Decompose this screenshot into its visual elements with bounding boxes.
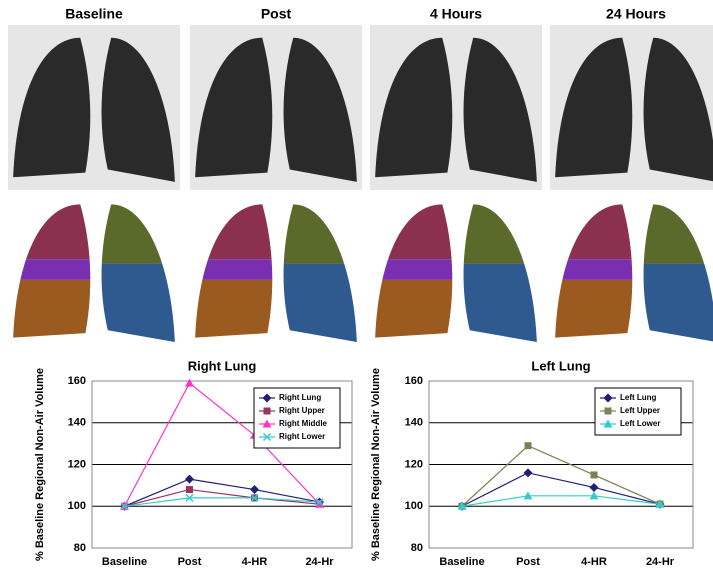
data-point	[315, 498, 324, 507]
lobe-lower	[643, 263, 713, 343]
series-line	[124, 488, 320, 507]
lobe-upper	[375, 204, 453, 260]
lobe-lower	[195, 279, 273, 338]
x-tick-label: 24-Hr	[646, 556, 675, 568]
x-tick-label: Post	[516, 556, 540, 568]
series-line	[461, 495, 661, 507]
data-point	[185, 493, 194, 502]
y-tick-label: 140	[405, 417, 423, 429]
lung	[463, 37, 537, 182]
legend-label: Right Lower	[279, 432, 325, 441]
legend-marker	[262, 393, 272, 403]
data-point	[589, 482, 599, 492]
column-header: 24 Hours	[606, 6, 666, 22]
data-point	[524, 442, 532, 450]
data-point	[315, 499, 324, 508]
y-tick-label: 120	[405, 458, 423, 470]
lobe-upper	[195, 204, 273, 260]
series-line	[461, 472, 661, 507]
lung	[13, 37, 91, 178]
x-tick-label: Post	[178, 556, 202, 568]
column-header: Baseline	[65, 6, 123, 22]
lobe-upper	[643, 204, 713, 264]
data-point	[523, 491, 533, 500]
legend-marker	[603, 419, 613, 428]
lung	[555, 37, 633, 178]
data-point	[655, 499, 665, 508]
y-axis-label: % Baseline Regional Non-Air Volume	[370, 368, 382, 561]
legend-label: Right Upper	[279, 406, 325, 415]
data-point	[186, 486, 193, 494]
y-tick-label: 80	[411, 542, 423, 554]
x-tick-label: 4-HR	[581, 556, 607, 568]
lobe-upper	[283, 204, 357, 264]
y-tick-label: 140	[68, 417, 86, 429]
series-line	[461, 445, 661, 507]
data-point	[523, 468, 533, 478]
chart-title: Right Lung	[188, 358, 257, 373]
lung	[643, 37, 713, 182]
data-point	[250, 493, 259, 502]
y-tick-label: 160	[405, 375, 423, 387]
lobe-upper	[13, 204, 91, 260]
data-point	[457, 501, 467, 510]
data-point	[185, 378, 194, 387]
y-tick-label: 80	[74, 542, 86, 554]
data-point	[120, 502, 129, 511]
lobe-middle	[555, 259, 633, 280]
x-tick-label: 4-HR	[242, 556, 268, 568]
legend-marker	[262, 419, 272, 428]
data-point	[589, 491, 599, 500]
lobe-lower	[375, 279, 453, 338]
plot-border	[91, 380, 353, 549]
lobe-lower	[283, 263, 357, 343]
x-tick-label: Baseline	[439, 556, 484, 568]
legend-label: Left Lung	[620, 393, 657, 402]
lobe-lower	[13, 279, 91, 338]
lobe-middle	[13, 259, 91, 280]
lobe-upper	[463, 204, 537, 264]
y-tick-label: 100	[405, 500, 423, 512]
lobe-lower	[101, 263, 175, 343]
lobe-lower	[555, 279, 633, 338]
lobe-upper	[555, 204, 633, 260]
column-header: 4 Hours	[430, 6, 482, 22]
legend-marker	[262, 432, 272, 442]
lobe-middle	[375, 259, 453, 280]
lobe-upper	[101, 204, 175, 264]
legend-label: Right Middle	[279, 419, 328, 428]
legend-label: Left Lower	[620, 419, 660, 428]
lobe-middle	[195, 259, 273, 280]
legend-label: Right Lung	[279, 393, 321, 402]
legend-marker	[604, 407, 612, 415]
data-point	[185, 474, 194, 484]
series-line	[123, 382, 320, 507]
x-tick-label: 24-Hr	[305, 556, 334, 568]
legend-label: Left Upper	[620, 406, 660, 415]
legend-marker	[603, 393, 613, 403]
data-point	[590, 471, 598, 479]
series-line	[124, 478, 320, 507]
lung	[375, 37, 453, 178]
chart-title: Left Lung	[531, 358, 590, 373]
y-axis-label: % Baseline Regional Non-Air Volume	[34, 368, 46, 561]
lobe-lower	[463, 263, 537, 343]
column-header: Post	[261, 6, 292, 22]
x-tick-label: Baseline	[102, 556, 147, 568]
y-tick-label: 160	[68, 375, 86, 387]
lung	[283, 37, 357, 182]
y-tick-label: 120	[68, 458, 86, 470]
data-point	[250, 485, 259, 495]
series-line	[124, 497, 320, 507]
lung	[101, 37, 175, 182]
lung	[195, 37, 273, 178]
y-tick-label: 100	[68, 500, 86, 512]
plot-border	[428, 380, 694, 549]
legend-marker	[263, 407, 271, 415]
